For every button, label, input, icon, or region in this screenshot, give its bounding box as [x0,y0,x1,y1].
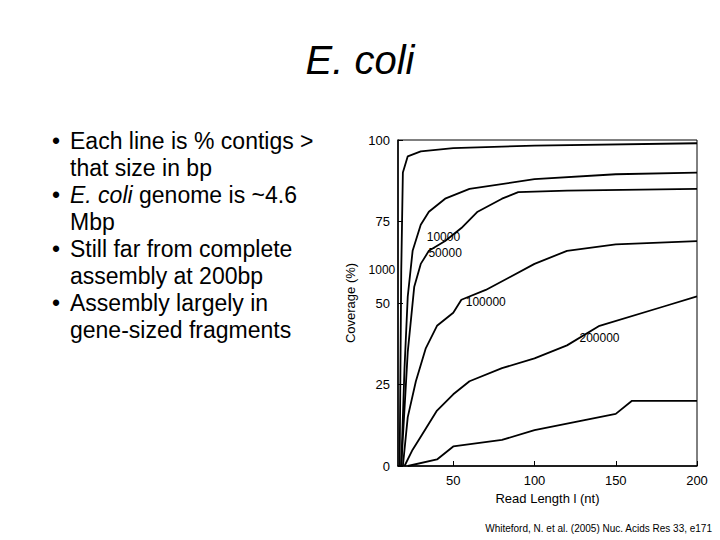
svg-text:100000: 100000 [466,295,506,309]
svg-text:75: 75 [376,214,390,229]
svg-text:100: 100 [368,133,390,148]
svg-text:200000: 200000 [579,331,619,345]
svg-text:150: 150 [605,473,627,488]
svg-text:0: 0 [383,459,390,474]
svg-text:1000: 1000 [369,263,396,277]
svg-text:200: 200 [686,473,708,488]
svg-text:Read Length l (nt): Read Length l (nt) [495,491,599,506]
svg-text:25: 25 [376,377,390,392]
svg-text:10000: 10000 [427,230,461,244]
html-text:E. coli genome is ~4.6 Mbp: E. coli genome is ~4.6 Mbp [70,182,297,235]
html-text:Still far from complete assemb: Still far from complete assembly at 200b… [70,236,293,289]
html-text:E. coli: E. coli [305,38,415,82]
svg-text:Coverage (%): Coverage (%) [343,263,358,343]
svg-text:50: 50 [446,473,460,488]
svg-text:50: 50 [376,296,390,311]
svg-text:100: 100 [524,473,546,488]
html-text:Whiteford, N. et al. (2005) Nu: Whiteford, N. et al. (2005) Nuc. Acids R… [485,523,712,534]
svg-text:50000: 50000 [428,246,462,260]
html-text:Assembly largely in gene-sized: Assembly largely in gene-sized fragments [70,290,292,343]
html-text:Each line is % contigs > that: Each line is % contigs > that size in bp [70,128,314,181]
